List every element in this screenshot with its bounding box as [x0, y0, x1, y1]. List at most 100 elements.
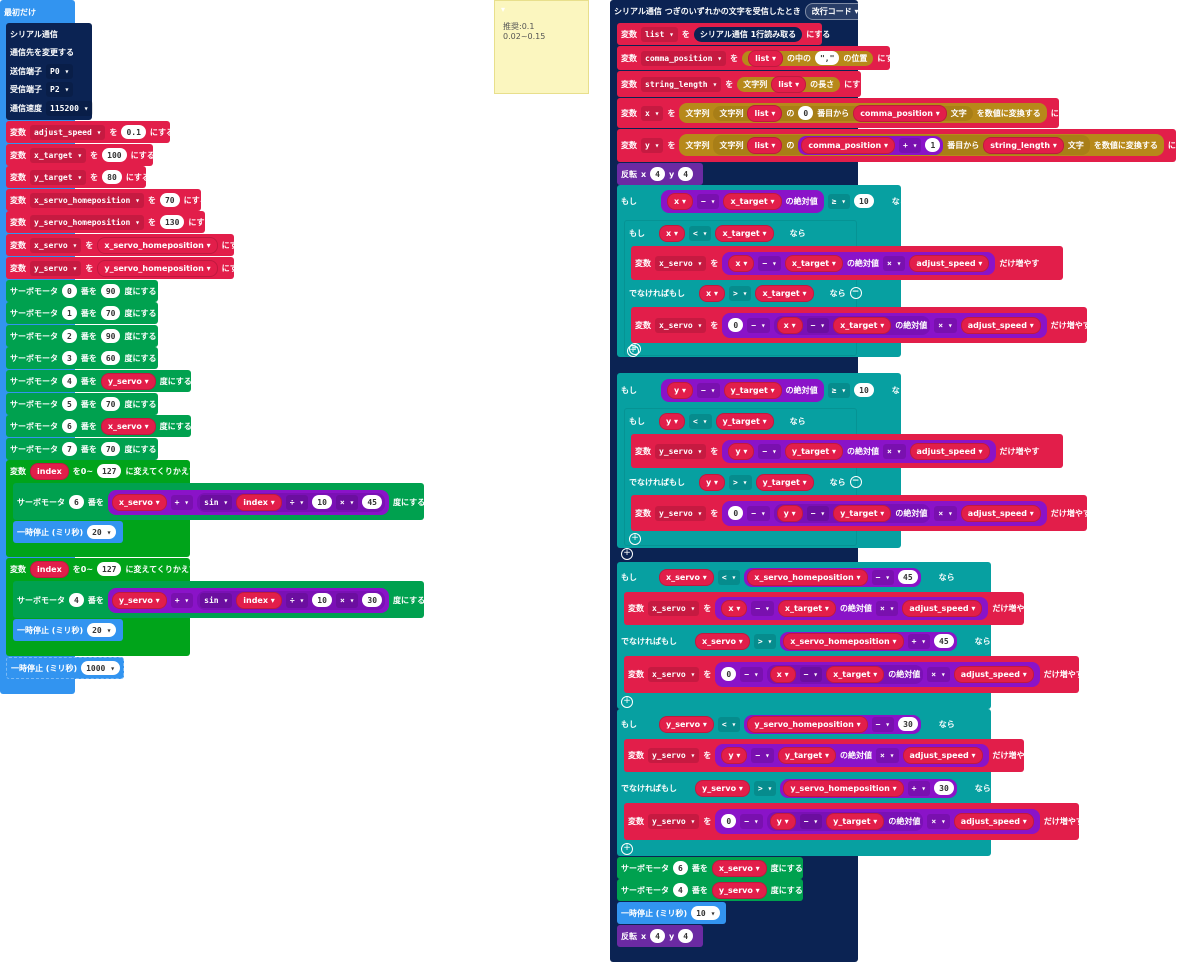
op-dropdown[interactable]: × ▾	[882, 255, 906, 271]
op-dropdown[interactable]: ≥ ▾	[827, 193, 851, 209]
pin-input[interactable]: 0	[62, 284, 77, 298]
set-x-servo-block[interactable]: 変数 x_servo ▾ を x_servo_homeposition ▾ にする	[6, 234, 246, 256]
op-dropdown[interactable]: − ▾	[747, 317, 770, 333]
delimiter-dropdown[interactable]: 改行コード ▾	[804, 2, 866, 20]
var-reporter[interactable]: x_servo ▾	[111, 493, 167, 511]
var-reporter[interactable]: y_servo ▾	[711, 881, 767, 899]
angle-input[interactable]: 90	[100, 284, 121, 298]
var-reporter[interactable]: list ▾	[747, 104, 783, 122]
op-dropdown[interactable]: − ▾	[696, 193, 720, 209]
var-reporter[interactable]: x_servo ▾	[711, 859, 767, 877]
var-reporter[interactable]: x_servo ▾	[659, 568, 714, 586]
op-dropdown[interactable]: > ▾	[753, 633, 777, 649]
var-reporter[interactable]: y_servo ▾	[659, 715, 714, 733]
var-reporter[interactable]: x ▾	[721, 599, 748, 617]
var-reporter[interactable]: x_servo ▾	[695, 632, 750, 650]
num-input[interactable]: 1	[925, 138, 941, 152]
math-expression[interactable]: y_servo ▾ + ▾ sin ▾ index ▾ ÷ ▾ 10 × ▾ 30	[107, 587, 390, 613]
angle-input[interactable]: 90	[100, 329, 121, 343]
math-expression[interactable]: y ▾ − ▾ y_target ▾ の絶対値 × ▾ adjust_speed ▾	[722, 439, 996, 463]
servo-6-block[interactable]: サーボモータ 6 番を x_servo ▾ 度にする	[6, 415, 192, 437]
op-dropdown[interactable]: × ▾	[934, 317, 957, 333]
set-x-block[interactable]: 変数 x ▾ を 文字列 文字列 list ▾ の 0 番目から comma_position …	[617, 98, 1075, 128]
op-dropdown[interactable]: × ▾	[876, 747, 899, 763]
op-dropdown[interactable]: − ▾	[740, 666, 763, 682]
var-dropdown[interactable]: list ▾	[641, 26, 678, 42]
op-dropdown[interactable]: − ▾	[751, 747, 774, 763]
num-input[interactable]: 0	[721, 667, 737, 681]
servo-4-block[interactable]: サーボモータ 4 番を y_servo ▾ 度にする	[6, 370, 192, 392]
var-reporter[interactable]: y_servo ▾	[695, 779, 750, 797]
sin-expression[interactable]: sin ▾ index ▾ ÷ ▾ 10 × ▾ 30	[197, 590, 386, 610]
comment-note[interactable]: ▾ 推奨:0.1 0.02~0.15	[494, 0, 589, 94]
op-dropdown[interactable]: − ▾	[806, 505, 830, 521]
pause-dropdown[interactable]: 20 ▾	[87, 525, 117, 539]
num-input[interactable]: 10	[312, 593, 332, 607]
math-expression[interactable]: 0− ▾ y ▾ − ▾ y_target ▾ の絶対値 × ▾ adjust_speed …	[715, 808, 1040, 834]
num-input[interactable]: 10	[854, 194, 874, 208]
op-dropdown[interactable]: × ▾	[883, 443, 906, 459]
var-dropdown[interactable]: y ▾	[641, 137, 664, 153]
var-reporter[interactable]: list ▾	[748, 49, 783, 67]
substr-expression[interactable]: 文字列 list ▾ の 0 番目から comma_position ▾ 文字	[713, 104, 973, 122]
var-reporter[interactable]: y ▾	[721, 746, 748, 764]
var-reporter[interactable]: adjust_speed ▾	[902, 746, 983, 764]
serial-redirect-block[interactable]: シリアル通信 通信先を変更する 送信端子 P0 ▾ 受信端子 P2 ▾ 通信速度 11…	[6, 23, 93, 120]
var-dropdown[interactable]: y_servo ▾	[648, 747, 700, 763]
parse-int-expression[interactable]: 文字列 文字列 list ▾ の comma_position ▾ + ▾ 1 番目から str…	[679, 134, 1164, 156]
var-reporter[interactable]: x_target ▾	[755, 284, 814, 302]
op-dropdown[interactable]: − ▾	[871, 716, 895, 732]
pin-input[interactable]: 4	[62, 374, 77, 388]
math-expression[interactable]: y_servo_homeposition ▾ − ▾ 30	[744, 714, 921, 734]
baud-dropdown[interactable]: 115200 ▾	[46, 100, 93, 116]
servo-5-block[interactable]: サーボモータ 5 番を 70 度にする	[6, 393, 158, 415]
toggle-led-block-2[interactable]: 反転 x 4 y 4	[617, 925, 703, 947]
math-expression[interactable]: y_servo_homeposition ▾ + ▾ 30	[780, 778, 957, 798]
var-dropdown[interactable]: x ▾	[641, 105, 664, 121]
num-input[interactable]: 45	[934, 634, 954, 648]
rx-pin-dropdown[interactable]: P2 ▾	[46, 81, 74, 97]
var-reporter[interactable]: x ▾	[699, 284, 725, 302]
math-expression[interactable]: y ▾ − ▾ y_target ▾ の絶対値	[766, 811, 924, 831]
var-reporter[interactable]: adjust_speed ▾	[960, 316, 1041, 334]
var-reporter[interactable]: y_target ▾	[723, 381, 782, 399]
set-list-block[interactable]: 変数 list ▾ をシリアル通信 1行読み取る にする	[617, 23, 830, 45]
servo-0-block[interactable]: サーボモータ 0 番を 90 度にする	[6, 280, 158, 302]
var-reporter[interactable]: y_target ▾	[755, 473, 814, 491]
math-expression[interactable]: x ▾ − ▾ x_target ▾ の絶対値	[773, 315, 931, 335]
pause-block-1[interactable]: 一時停止 (ミリ秒) 20 ▾	[13, 521, 123, 543]
op-dropdown[interactable]: × ▾	[875, 600, 899, 616]
op-dropdown[interactable]: ≥ ▾	[827, 382, 851, 398]
var-dropdown[interactable]: comma_position ▾	[641, 50, 727, 66]
var-reporter[interactable]: y_servo_homeposition ▾	[783, 779, 904, 797]
op-dropdown[interactable]: − ▾	[747, 505, 770, 521]
pin-input[interactable]: 6	[62, 419, 77, 433]
compare-expression[interactable]: y ▾ − ▾ y_target ▾ の絶対値	[661, 378, 824, 402]
var-reporter[interactable]: y_target ▾	[715, 412, 774, 430]
var-reporter[interactable]: comma_position ▾	[853, 104, 947, 122]
servo-1-block[interactable]: サーボモータ 1 番を 70 度にする	[6, 302, 158, 324]
var-reporter[interactable]: x_servo_homeposition ▾	[783, 632, 904, 650]
tx-pin-dropdown[interactable]: P0 ▾	[46, 63, 74, 79]
var-dropdown[interactable]: x_servo_homeposition ▾	[30, 192, 144, 208]
var-reporter[interactable]: x ▾	[728, 254, 755, 272]
var-reporter[interactable]: x_target ▾	[715, 224, 774, 242]
value-input[interactable]: 70	[159, 193, 180, 207]
math-expression[interactable]: x ▾ − ▾ x_target ▾ の絶対値 × ▾ adjust_speed ▾	[722, 251, 996, 275]
set-x-servo-home-block[interactable]: 変数 x_servo_homeposition ▾ を 70 にする	[6, 189, 208, 211]
var-reporter[interactable]: x_servo_homeposition ▾	[97, 236, 218, 254]
remove-else-if-icon[interactable]: −	[849, 287, 862, 299]
var-reporter[interactable]: adjust_speed ▾	[902, 599, 983, 617]
math-expression[interactable]: 0− ▾ x ▾ − ▾ x_target ▾ の絶対値 × ▾ adjust_speed …	[715, 661, 1040, 687]
var-reporter[interactable]: x ▾	[776, 316, 803, 334]
pin-input[interactable]: 4	[69, 593, 84, 607]
op-dropdown[interactable]: > ▾	[753, 780, 777, 796]
add-else-icon[interactable]: +	[621, 843, 633, 855]
op-dropdown[interactable]: < ▾	[717, 716, 741, 732]
math-expression[interactable]: x ▾ − ▾ x_target ▾ の絶対値	[766, 664, 924, 684]
op-dropdown[interactable]: × ▾	[927, 813, 950, 829]
var-reporter[interactable]: x_target ▾	[826, 665, 885, 683]
set-y-block[interactable]: 変数 y ▾ を 文字列 文字列 list ▾ の comma_position ▾ + ▾ 1…	[617, 129, 1192, 162]
pause-dropdown[interactable]: 1000 ▾	[81, 661, 121, 675]
var-reporter[interactable]: y ▾	[659, 412, 686, 430]
